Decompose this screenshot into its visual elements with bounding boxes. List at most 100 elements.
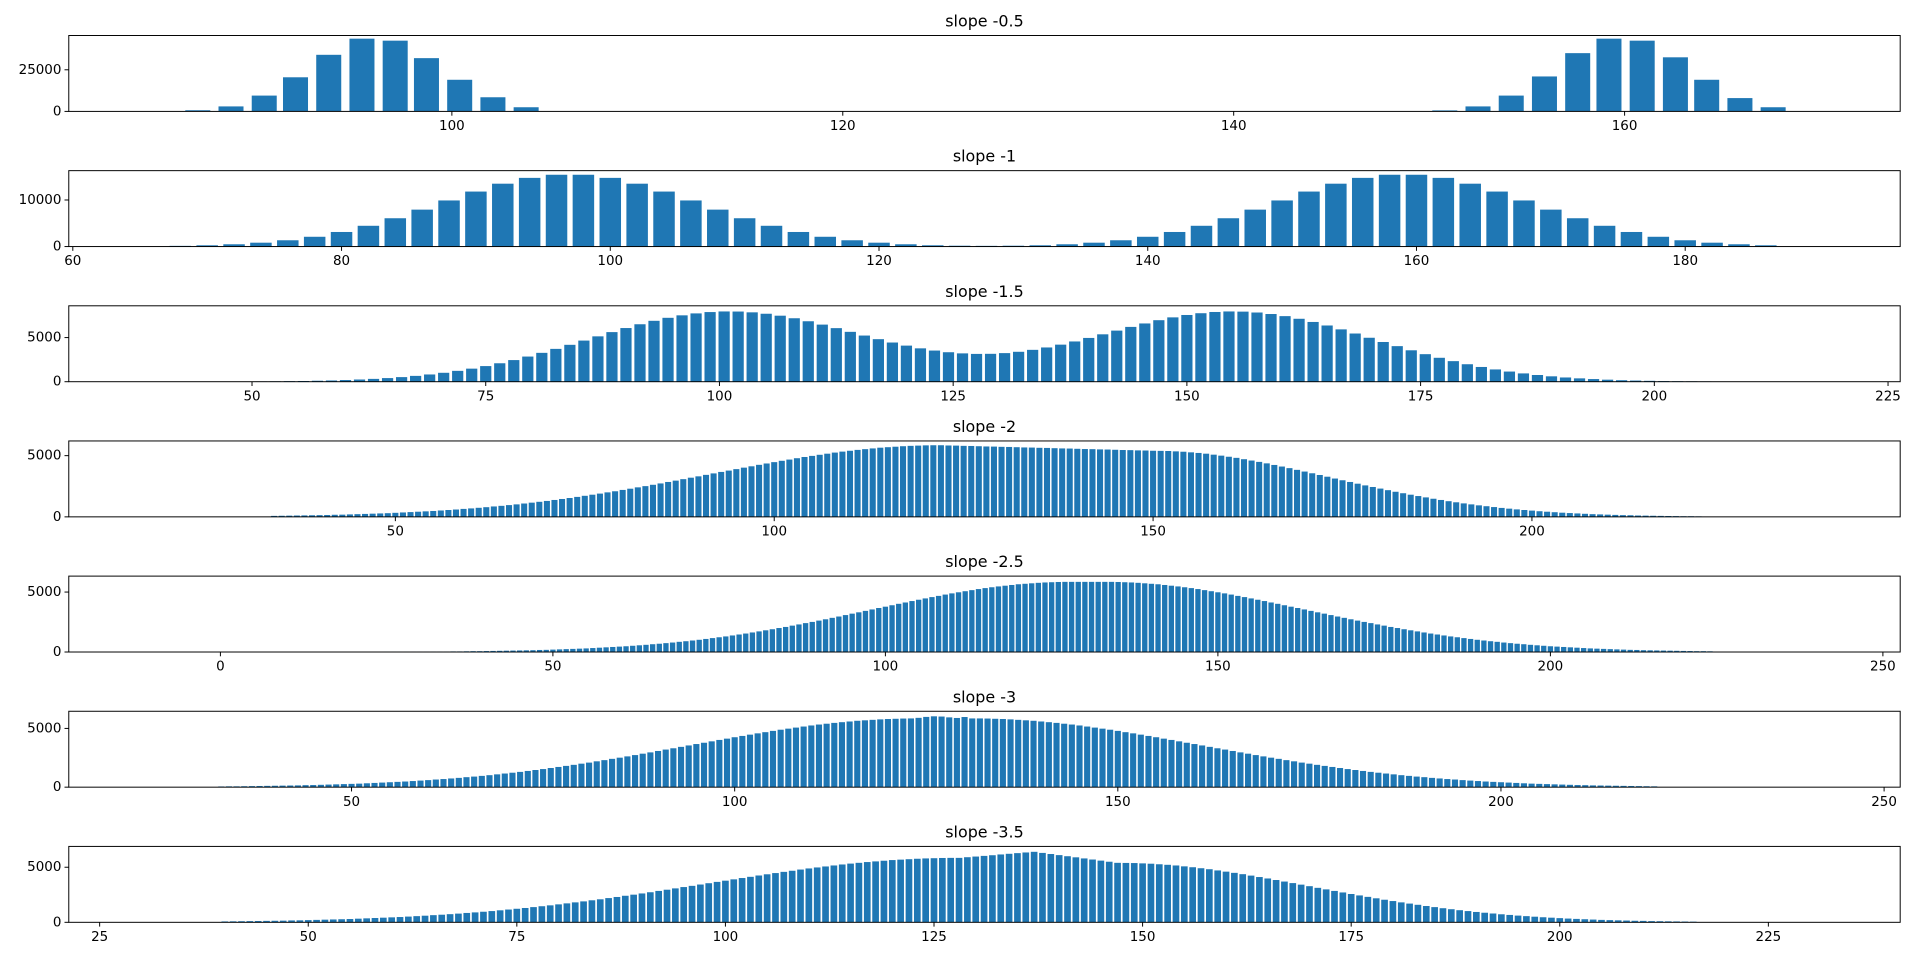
bar xyxy=(1055,344,1067,382)
bar xyxy=(1377,341,1389,382)
bar xyxy=(1201,590,1208,653)
bar xyxy=(995,586,1002,653)
x-tick-label: 100 xyxy=(439,119,465,134)
bar xyxy=(697,884,704,923)
bar xyxy=(736,634,742,653)
bar xyxy=(1406,903,1413,923)
bar xyxy=(513,908,521,923)
bar xyxy=(1045,722,1052,788)
bar xyxy=(1240,459,1248,517)
subplot: slope -2 50 100 150 200 0 5000 xyxy=(27,417,1901,540)
bar xyxy=(1573,378,1586,382)
bar xyxy=(1281,605,1288,653)
bar xyxy=(672,888,679,923)
bar xyxy=(1528,783,1535,788)
bar xyxy=(238,921,245,923)
bar xyxy=(294,785,301,788)
x-tick-label: 150 xyxy=(1140,525,1166,540)
bar xyxy=(846,721,853,788)
bar xyxy=(588,900,596,923)
bar xyxy=(1384,490,1392,517)
bar xyxy=(218,106,244,112)
bar xyxy=(609,758,616,788)
bar xyxy=(1127,450,1134,517)
bar xyxy=(310,785,317,788)
bar xyxy=(1620,649,1627,653)
bar xyxy=(1142,450,1149,517)
bar xyxy=(801,456,808,517)
bar xyxy=(357,225,380,247)
bar xyxy=(1015,584,1022,653)
bar xyxy=(540,769,547,788)
bar xyxy=(463,912,471,923)
bar xyxy=(1631,920,1639,923)
bar xyxy=(802,321,814,382)
x-tick-label: 120 xyxy=(866,254,892,269)
bar xyxy=(1432,177,1455,247)
bar xyxy=(709,638,716,653)
bar xyxy=(1125,326,1137,382)
bar xyxy=(563,903,571,923)
bar xyxy=(402,781,409,788)
bar xyxy=(316,515,323,517)
bar xyxy=(1589,919,1597,923)
bar xyxy=(1268,757,1275,788)
bar xyxy=(612,491,619,517)
bar xyxy=(1414,904,1422,923)
bar xyxy=(1453,502,1460,517)
bar xyxy=(1231,872,1238,923)
bar xyxy=(1421,777,1428,788)
bar xyxy=(1153,737,1160,788)
x-tick-label: 100 xyxy=(597,254,623,269)
bar xyxy=(909,601,915,653)
subplot: slope -1 60 80 100 120 140 160 180 0 10000 xyxy=(19,147,1901,269)
bar xyxy=(822,619,829,653)
bar xyxy=(282,77,309,112)
bar xyxy=(1389,901,1397,923)
bar xyxy=(1507,643,1514,653)
bar xyxy=(1088,581,1095,653)
bar xyxy=(1468,504,1475,517)
bar xyxy=(1022,583,1028,653)
bar xyxy=(884,719,891,788)
bar xyxy=(708,741,715,788)
bar xyxy=(1068,581,1075,653)
bar xyxy=(1640,650,1647,653)
bar xyxy=(440,779,447,788)
bar xyxy=(1217,218,1240,247)
bar xyxy=(680,200,702,247)
bar xyxy=(707,209,729,247)
bar xyxy=(1247,875,1255,923)
bar xyxy=(882,606,889,653)
bar xyxy=(774,315,786,382)
bar xyxy=(574,496,581,517)
bar xyxy=(1128,582,1135,653)
bar xyxy=(1112,449,1119,517)
bar xyxy=(1215,592,1221,653)
bar xyxy=(1339,480,1346,517)
bar xyxy=(1068,724,1075,788)
bar xyxy=(395,377,408,382)
bar xyxy=(313,919,320,923)
y-tick-label: 10000 xyxy=(19,193,62,208)
subplot-title: slope -3 xyxy=(953,687,1016,706)
x-tick-label: 140 xyxy=(1221,119,1247,134)
bar xyxy=(620,328,632,382)
bar xyxy=(1114,862,1121,923)
bar xyxy=(518,177,541,247)
bar xyxy=(583,648,589,653)
bar xyxy=(733,218,756,247)
bar xyxy=(983,446,990,517)
bar xyxy=(1014,853,1021,923)
bar xyxy=(1349,333,1361,382)
y-tick-label: 0 xyxy=(53,510,62,525)
bar xyxy=(1248,598,1254,653)
bar xyxy=(1605,785,1612,788)
bar xyxy=(604,492,611,517)
bar xyxy=(746,734,754,788)
y-tick-label: 0 xyxy=(53,780,62,795)
bar xyxy=(1157,450,1164,517)
bar xyxy=(1582,785,1589,788)
bar xyxy=(824,453,831,517)
bar xyxy=(1002,585,1008,653)
